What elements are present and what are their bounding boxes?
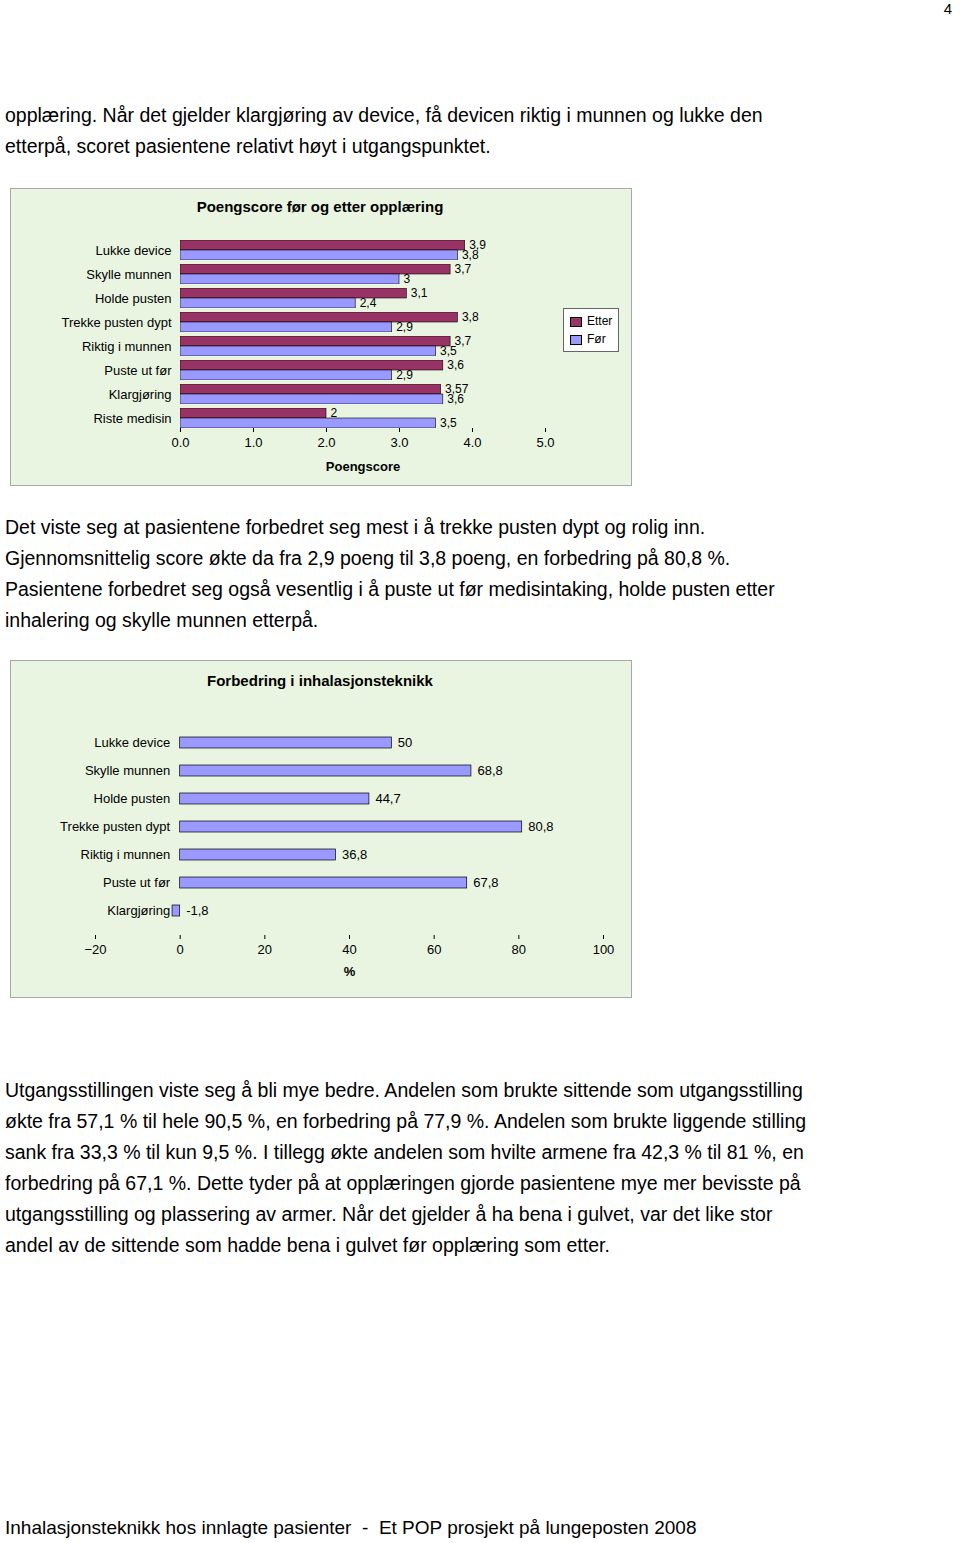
svg-text:Puste ut før: Puste ut før xyxy=(104,363,172,378)
svg-text:80,8: 80,8 xyxy=(528,819,553,834)
svg-text:50: 50 xyxy=(398,735,412,750)
svg-text:Puste ut før: Puste ut før xyxy=(103,875,171,890)
svg-text:2.0: 2.0 xyxy=(317,435,335,450)
svg-text:%: % xyxy=(344,964,356,979)
html-text:opplæring. Når det gjelder kla: opplæring. Når det gjelder klargjøring a… xyxy=(5,104,763,126)
svg-text:Riste medisin: Riste medisin xyxy=(93,411,171,426)
svg-text:3,5: 3,5 xyxy=(440,344,457,358)
svg-text:Klargjøring: Klargjøring xyxy=(109,387,172,402)
html-text:Inhalasjonsteknikk hos innlagt: Inhalasjonsteknikk hos innlagte pasiente… xyxy=(5,1517,697,1538)
svg-text:40: 40 xyxy=(342,942,356,957)
svg-text:80: 80 xyxy=(512,942,526,957)
svg-text:3,5: 3,5 xyxy=(440,416,457,430)
svg-text:3.0: 3.0 xyxy=(390,435,408,450)
html-text:Gjennomsnittelig score økte da: Gjennomsnittelig score økte da fra 2,9 p… xyxy=(5,547,731,569)
svg-text:5.0: 5.0 xyxy=(536,435,554,450)
svg-text:-1,8: -1,8 xyxy=(186,903,208,918)
svg-text:3,8: 3,8 xyxy=(462,248,479,262)
svg-text:3,9: 3,9 xyxy=(469,238,486,253)
svg-text:Trekke pusten dypt: Trekke pusten dypt xyxy=(60,819,170,834)
svg-text:2,4: 2,4 xyxy=(360,296,377,310)
html-text:Etter: Etter xyxy=(587,314,613,328)
svg-text:60: 60 xyxy=(427,942,441,957)
svg-text:3,6: 3,6 xyxy=(447,392,464,406)
svg-text:67,8: 67,8 xyxy=(473,875,498,890)
svg-text:3: 3 xyxy=(404,272,411,286)
svg-text:1.0: 1.0 xyxy=(244,435,262,450)
html-text:sank fra 33,3 % til kun 9,5 %.: sank fra 33,3 % til kun 9,5 %. I tillegg… xyxy=(5,1141,804,1163)
svg-text:Holde pusten: Holde pusten xyxy=(94,791,171,806)
html-text:Utgangsstillingen viste seg å: Utgangsstillingen viste seg å bli mye be… xyxy=(5,1079,803,1101)
svg-text:−20: −20 xyxy=(84,942,106,957)
html-text:andel av de sittende som hadde: andel av de sittende som hadde bena i gu… xyxy=(5,1234,610,1256)
svg-text:2,9: 2,9 xyxy=(396,368,413,382)
html-text:etterpå, scoret pasientene rel: etterpå, scoret pasientene relativt høyt… xyxy=(5,135,491,157)
svg-text:Trekke pusten dypt: Trekke pusten dypt xyxy=(61,315,171,330)
svg-text:4.0: 4.0 xyxy=(463,435,481,450)
svg-text:Holde pusten: Holde pusten xyxy=(95,291,172,306)
svg-text:Riktig i munnen: Riktig i munnen xyxy=(81,847,171,862)
svg-text:2: 2 xyxy=(331,406,338,420)
svg-text:100: 100 xyxy=(593,942,615,957)
html-text:Pasientene forbedret seg også: Pasientene forbedret seg også vesentlig … xyxy=(5,578,775,600)
svg-text:44,7: 44,7 xyxy=(375,791,400,806)
svg-text:3,7: 3,7 xyxy=(455,262,472,276)
svg-text:Riktig i munnen: Riktig i munnen xyxy=(82,339,172,354)
svg-text:3,8: 3,8 xyxy=(462,310,479,324)
svg-text:Lukke device: Lukke device xyxy=(96,243,172,258)
svg-text:0.0: 0.0 xyxy=(171,435,189,450)
svg-text:0: 0 xyxy=(177,942,184,957)
svg-text:36,8: 36,8 xyxy=(342,847,367,862)
html-text:Det viste seg at pasientene fo: Det viste seg at pasientene forbedret se… xyxy=(5,516,706,538)
html-text:Før: Før xyxy=(587,332,606,346)
html-text:4: 4 xyxy=(943,0,952,17)
html-text:inhalering og skylle munnen et: inhalering og skylle munnen etterpå. xyxy=(5,609,319,631)
svg-text:20: 20 xyxy=(258,942,272,957)
html-text:Poengscore før og etter opplær: Poengscore før og etter opplæring xyxy=(196,198,444,215)
svg-text:3,6: 3,6 xyxy=(447,358,464,372)
svg-text:3,7: 3,7 xyxy=(455,334,472,348)
svg-text:Lukke device: Lukke device xyxy=(94,735,170,750)
svg-text:2,9: 2,9 xyxy=(396,320,413,334)
html-text:økte fra 57,1 % til hele 90,5: økte fra 57,1 % til hele 90,5 %, en forb… xyxy=(5,1110,807,1132)
svg-text:3,57: 3,57 xyxy=(445,382,469,397)
html-text:Forbedring i inhalasjonsteknik: Forbedring i inhalasjonsteknikk xyxy=(207,672,433,689)
svg-text:Skylle munnen: Skylle munnen xyxy=(85,763,170,778)
svg-text:Poengscore: Poengscore xyxy=(326,459,400,474)
svg-text:3,1: 3,1 xyxy=(411,286,428,300)
html-text:forbedring på 67,1 %. Dette ty: forbedring på 67,1 %. Dette tyder på at … xyxy=(5,1172,801,1194)
svg-text:Skylle munnen: Skylle munnen xyxy=(86,267,171,282)
html-text:utgangsstilling og plassering: utgangsstilling og plassering av armer. … xyxy=(5,1203,773,1225)
svg-text:68,8: 68,8 xyxy=(477,763,502,778)
svg-text:Klargjøring: Klargjøring xyxy=(107,903,170,918)
